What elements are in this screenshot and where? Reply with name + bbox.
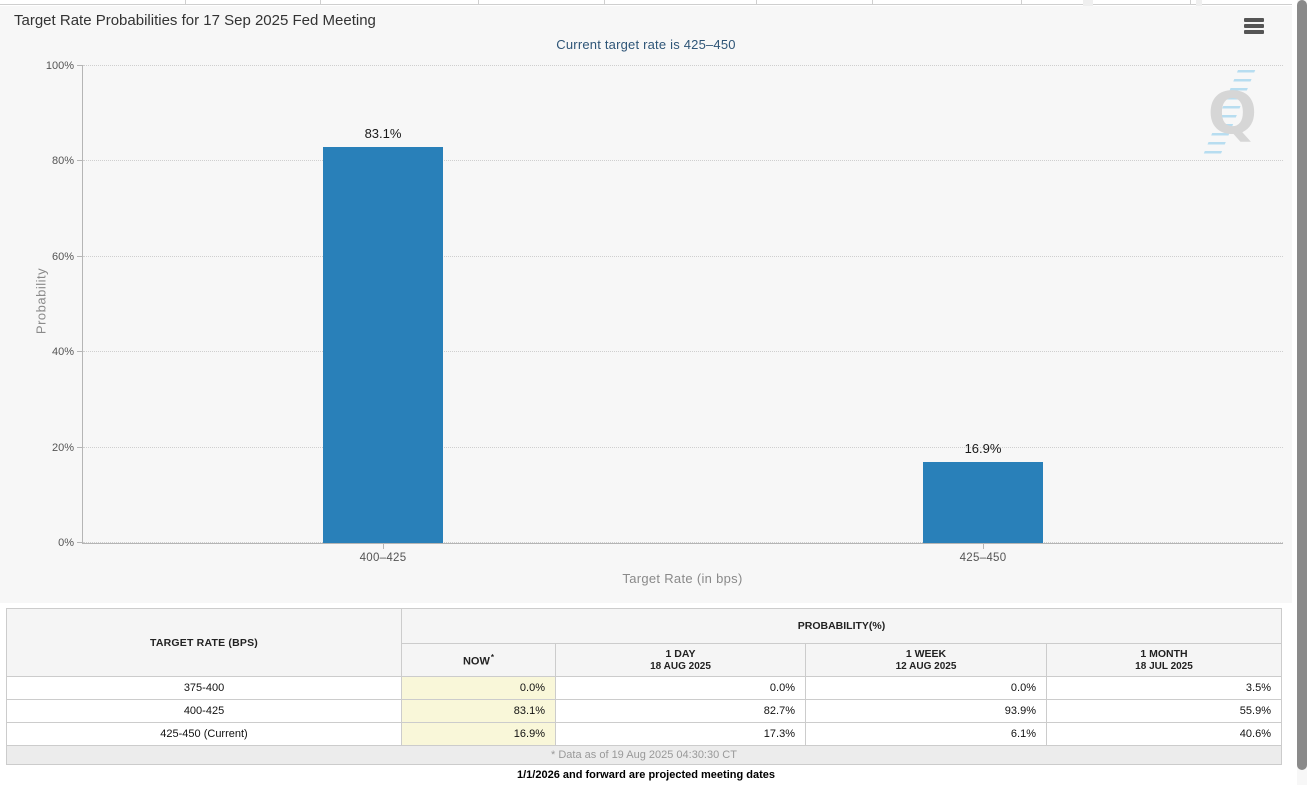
table-row: 375-400 0.0% 0.0% 0.0% 3.5% (6, 676, 1282, 700)
x-tick-mark (383, 543, 384, 549)
col-label: 1 MONTH (1140, 647, 1188, 660)
col-sublabel: 18 JUL 2025 (1135, 660, 1193, 672)
tab-gap (1196, 0, 1202, 6)
projected-dates-note: 1/1/2026 and forward are projected meeti… (517, 769, 775, 781)
week-value-cell: 93.9% (805, 699, 1047, 723)
probability-bar[interactable] (923, 462, 1043, 543)
col-header-1week: 1 WEEK 12 AUG 2025 (805, 643, 1047, 677)
tab-divider (1021, 0, 1022, 5)
y-tick-label: 0% (58, 537, 74, 549)
day-value-cell: 0.0% (555, 676, 806, 700)
y-tick-mark (77, 446, 83, 448)
gridline (83, 446, 1283, 448)
y-tick-label: 100% (45, 60, 74, 72)
tab-gap (1083, 0, 1093, 6)
tab-divider (756, 0, 757, 5)
menu-bar (1244, 18, 1264, 22)
bar-value-label: 83.1% (364, 125, 402, 141)
gridline (83, 351, 1283, 353)
month-value-cell: 40.6% (1046, 722, 1282, 746)
scrollbar-track (1297, 0, 1307, 785)
hamburger-menu-icon[interactable] (1244, 17, 1266, 35)
y-axis-title: Probability (33, 267, 49, 335)
tab-divider (185, 0, 186, 5)
col-header-1month: 1 MONTH 18 JUL 2025 (1046, 643, 1282, 677)
y-tick-mark (77, 65, 83, 66)
x-axis-title: Target Rate (in bps) (622, 571, 743, 586)
col-header-1day: 1 DAY 18 AUG 2025 (555, 643, 806, 677)
plot-area: Q 0% 20% 40% 60% 80% 100% 83.1% 400–425 16.9% 425… (46, 60, 1283, 564)
y-tick-mark (77, 255, 83, 257)
y-tick-mark (77, 542, 83, 543)
now-value-cell: 16.9% (401, 722, 556, 746)
month-value-cell: 3.5% (1046, 676, 1282, 700)
y-tick-label: 40% (51, 346, 74, 359)
week-value-cell: 0.0% (805, 676, 1047, 700)
col-header-target-rate: TARGET RATE (BPS) (6, 608, 402, 677)
gridline (83, 65, 1283, 66)
now-asterisk: * (490, 652, 494, 662)
y-tick-mark (77, 351, 83, 353)
day-value-cell: 82.7% (555, 699, 806, 723)
gridline (83, 542, 1283, 543)
y-tick-label: 80% (51, 155, 74, 168)
meeting-tab-strip[interactable] (0, 0, 1292, 6)
x-category-label: 400–425 (359, 552, 407, 564)
col-header-probability: PROBABILITY(%) (401, 608, 1282, 644)
rate-cell: 375-400 (6, 676, 402, 700)
now-value-cell: 83.1% (401, 699, 556, 723)
col-header-now: NOW* (401, 643, 556, 677)
rate-cell: 425-450 (Current) (6, 722, 402, 746)
data-as-of-note: * Data as of 19 Aug 2025 04:30:30 CT (6, 745, 1282, 765)
bar-value-label: 16.9% (964, 441, 1002, 457)
month-value-cell: 55.9% (1046, 699, 1282, 723)
rate-cell: 400-425 (6, 699, 402, 723)
page-title: Target Rate Probabilities for 17 Sep 202… (14, 12, 376, 29)
col-label: 1 WEEK (905, 647, 947, 660)
chart-panel: Target Rate Probabilities for 17 Sep 202… (0, 6, 1292, 603)
now-value-cell: 0.0% (401, 676, 556, 700)
scrollbar-thumb[interactable] (1297, 0, 1307, 770)
now-label: NOW (462, 655, 490, 668)
probability-bar[interactable] (323, 146, 443, 543)
col-sublabel: 18 AUG 2025 (650, 660, 711, 672)
tab-divider (604, 0, 605, 5)
gridline (83, 255, 1283, 257)
tab-divider (478, 0, 479, 5)
tab-divider (872, 0, 873, 5)
x-tick-mark (983, 543, 984, 549)
tab-divider (1190, 0, 1191, 5)
table-footnote-row: * Data as of 19 Aug 2025 04:30:30 CT (6, 745, 1282, 765)
y-tick-label: 20% (51, 441, 74, 454)
table-row: 425-450 (Current) 16.9% 17.3% 6.1% 40.6% (6, 722, 1282, 746)
y-tick-label: 60% (51, 250, 74, 263)
gridline (83, 160, 1283, 162)
x-category-label: 425–450 (959, 552, 1007, 564)
col-sublabel: 12 AUG 2025 (895, 660, 957, 672)
chart-subtitle: Current target rate is 425–450 (556, 37, 736, 52)
y-tick-mark (77, 160, 83, 162)
quikstrike-watermark-logo: Q (1189, 70, 1261, 158)
menu-bar (1244, 30, 1264, 34)
col-label: 1 DAY (665, 647, 696, 660)
watermark-q-letter: Q (1207, 79, 1257, 147)
table-row: 400-425 83.1% 82.7% 93.9% 55.9% (6, 699, 1282, 723)
menu-bar (1244, 24, 1264, 28)
week-value-cell: 6.1% (805, 722, 1047, 746)
probability-table: TARGET RATE (BPS) PROBABILITY(%) NOW* 1 … (6, 608, 1282, 765)
tab-divider (320, 0, 321, 5)
day-value-cell: 17.3% (555, 722, 806, 746)
